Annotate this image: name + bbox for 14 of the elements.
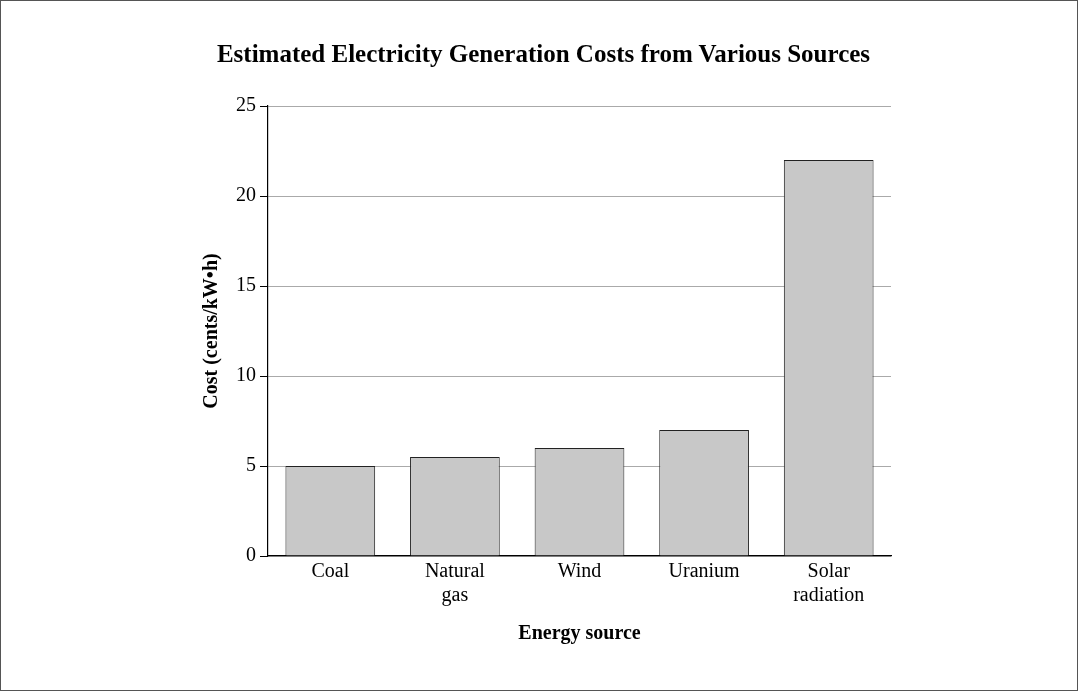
x-tick-label: Natural gas [424,559,486,607]
y-tick-label: 0 [246,543,256,566]
y-axis-title: Cost (cents/kW•h) [199,253,223,409]
chart-title: Estimated Electricity Generation Costs from Various Sources [216,40,871,68]
x-tick-label: Uranium [668,559,741,582]
x-tick-label: Solar radiation [793,559,865,606]
x-axis-title: Energy source [518,621,641,645]
y-tick-label: 25 [236,93,256,116]
x-tick-label: Coal [311,559,350,582]
y-tick-label: 5 [246,453,256,476]
y-tick-label: 15 [236,273,256,296]
y-tick-label: 20 [236,183,256,206]
x-tick-label: Wind [557,559,602,582]
y-tick-label: 10 [236,363,256,386]
